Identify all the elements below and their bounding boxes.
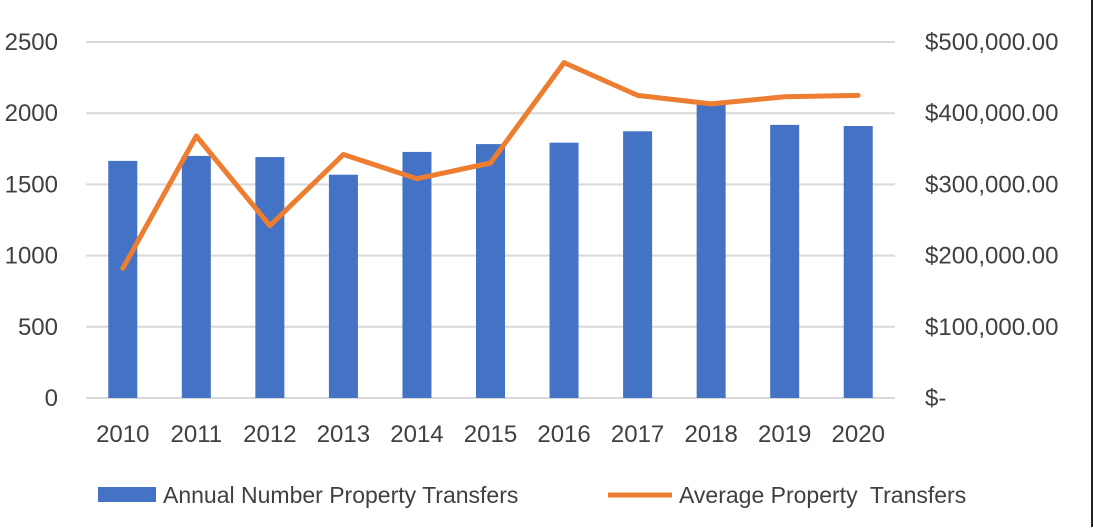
x-tick-label-2020: 2020 — [832, 421, 885, 448]
bar-series — [108, 105, 872, 398]
bar-2011 — [182, 156, 211, 398]
right-tick-label: $100,000.00 — [925, 314, 1058, 341]
x-tick-label-2013: 2013 — [317, 421, 370, 448]
bar-2018 — [697, 105, 726, 398]
right-tick-label: $- — [925, 385, 946, 412]
left-tick-label: 1000 — [5, 243, 58, 270]
legend-label-bar: Annual Number Property Transfers — [163, 482, 518, 508]
bar-2012 — [255, 157, 284, 398]
right-tick-label: $200,000.00 — [925, 243, 1058, 270]
left-tick-label: 500 — [18, 314, 58, 341]
x-tick-label-2016: 2016 — [537, 421, 590, 448]
bar-2016 — [550, 143, 579, 398]
bar-2019 — [770, 125, 799, 398]
right-tick-label: $400,000.00 — [925, 100, 1058, 127]
left-tick-label: 2500 — [5, 29, 58, 56]
left-tick-label: 2000 — [5, 100, 58, 127]
left-tick-label: 0 — [45, 385, 58, 412]
legend-label-line: Average Property Transfers — [679, 482, 966, 508]
right-tick-label: $300,000.00 — [925, 171, 1058, 198]
left-tick-label: 1500 — [5, 171, 58, 198]
bar-2014 — [402, 152, 431, 398]
x-tick-label-2015: 2015 — [464, 421, 517, 448]
legend: Annual Number Property Transfers Average… — [98, 482, 966, 508]
right-axis: $- $100,000.00 $200,000.00 $300,000.00 $400,… — [925, 29, 1058, 412]
x-tick-label-2010: 2010 — [96, 421, 149, 448]
bar-2010 — [108, 161, 137, 398]
x-tick-label-2018: 2018 — [684, 421, 737, 448]
bar-2020 — [844, 126, 873, 398]
legend-swatch-bar — [98, 487, 156, 502]
x-tick-label-2014: 2014 — [390, 421, 443, 448]
x-tick-label-2011: 2011 — [171, 421, 223, 448]
x-tick-label-2019: 2019 — [758, 421, 811, 448]
x-tick-label-2017: 2017 — [611, 421, 664, 448]
right-tick-label: $500,000.00 — [925, 29, 1058, 56]
x-tick-label-2012: 2012 — [243, 421, 296, 448]
bar-2015 — [476, 144, 505, 398]
bar-2017 — [623, 131, 652, 398]
x-axis: 2010 2011 2012 2013 2014 2015 2016 2017 2018 2019… — [96, 421, 885, 448]
bar-2013 — [329, 175, 358, 398]
left-axis: 0 500 1000 1500 2000 2500 — [5, 29, 58, 412]
